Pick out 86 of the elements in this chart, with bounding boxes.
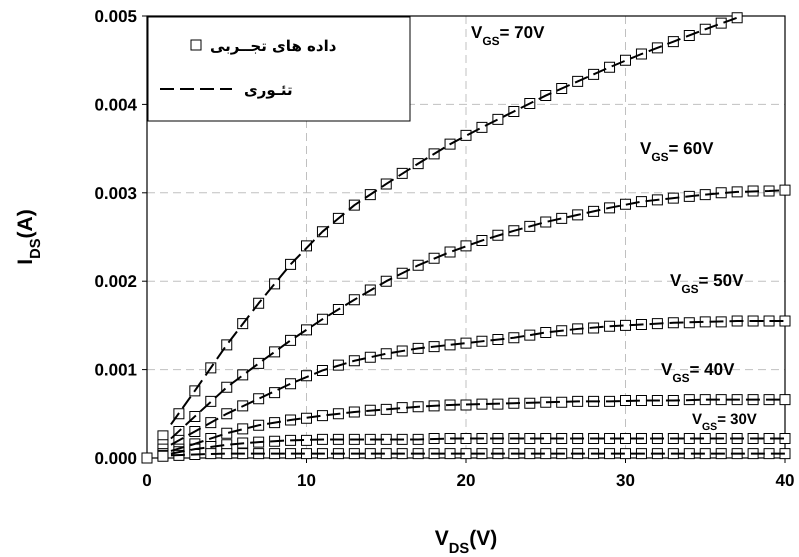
annotation: V$_{GS}$= 30V: [692, 411, 757, 433]
y-tick-label: 0.002: [94, 272, 137, 292]
point: [444, 448, 456, 460]
point: [253, 393, 264, 404]
y-tick-label: 0.003: [94, 184, 137, 203]
x-tick-label: 30: [616, 471, 635, 490]
point: [476, 398, 488, 410]
point: [524, 433, 536, 444]
point: [205, 448, 216, 460]
x-tick-label: 10: [297, 471, 316, 490]
y-tick-label: 0.000: [94, 449, 137, 468]
point: [684, 448, 695, 460]
point: [380, 434, 392, 445]
point: [780, 394, 790, 406]
point: [716, 18, 727, 29]
point: [764, 448, 775, 460]
point: [700, 316, 711, 328]
point: [732, 12, 743, 24]
point: [604, 433, 616, 444]
point: [780, 433, 790, 444]
point: [444, 246, 456, 258]
annotation: V$_{GS}$= 40V: [661, 360, 736, 385]
x-tick-label: 20: [456, 471, 476, 490]
point: [636, 395, 647, 406]
point: [524, 448, 536, 460]
point: [620, 395, 631, 406]
point: [604, 62, 616, 73]
point: [764, 433, 775, 444]
point: [316, 410, 328, 422]
point: [540, 448, 552, 460]
point: [540, 216, 552, 228]
point: [620, 320, 631, 331]
point: [684, 433, 695, 444]
point: [460, 448, 472, 460]
point: [620, 433, 631, 444]
x-tick-label: 0: [142, 471, 152, 490]
point: [604, 448, 616, 460]
x-axis-title: V$_{DS}$(V): [434, 527, 498, 557]
point: [684, 317, 695, 328]
point: [364, 448, 376, 460]
point: [380, 448, 392, 460]
point: [301, 434, 312, 446]
point: [540, 396, 552, 408]
legend-label: تئـوری: [244, 81, 293, 99]
point: [620, 54, 631, 66]
point: [636, 196, 647, 208]
point: [460, 399, 472, 410]
point: [221, 428, 232, 439]
point: [444, 339, 456, 350]
point: [540, 326, 552, 338]
point: [780, 315, 790, 326]
point: [700, 394, 711, 406]
point: [620, 198, 631, 210]
point: [556, 396, 568, 408]
y-tick-label: 0.004: [94, 95, 138, 114]
point: [460, 433, 472, 444]
point: [604, 320, 616, 332]
point: [540, 433, 552, 444]
point: [700, 448, 711, 460]
point: [142, 452, 152, 464]
point: [301, 448, 312, 460]
point: [764, 315, 775, 326]
point: [237, 423, 248, 434]
point: [285, 448, 296, 460]
annotation: V$_{GS}$= 70V: [471, 23, 546, 48]
point: [460, 338, 472, 349]
point: [460, 240, 472, 252]
annotation: V$_{GS}$= 60V: [640, 139, 714, 164]
point: [556, 212, 568, 224]
point: [364, 352, 376, 363]
point: [269, 387, 280, 398]
point: [700, 433, 711, 444]
point: [620, 448, 631, 460]
point: [716, 394, 727, 406]
point: [716, 187, 727, 198]
point: [524, 330, 536, 341]
x-tick-label: 40: [776, 471, 794, 490]
point: [780, 184, 790, 196]
y-tick-label: 0.005: [94, 7, 137, 26]
point: [221, 448, 232, 460]
point: [396, 402, 408, 414]
point: [780, 448, 790, 460]
annotation: V$_{GS}$= 50V: [670, 271, 744, 296]
point: [444, 433, 456, 444]
y-tick-label: 0.001: [94, 360, 137, 380]
point: [380, 348, 392, 360]
